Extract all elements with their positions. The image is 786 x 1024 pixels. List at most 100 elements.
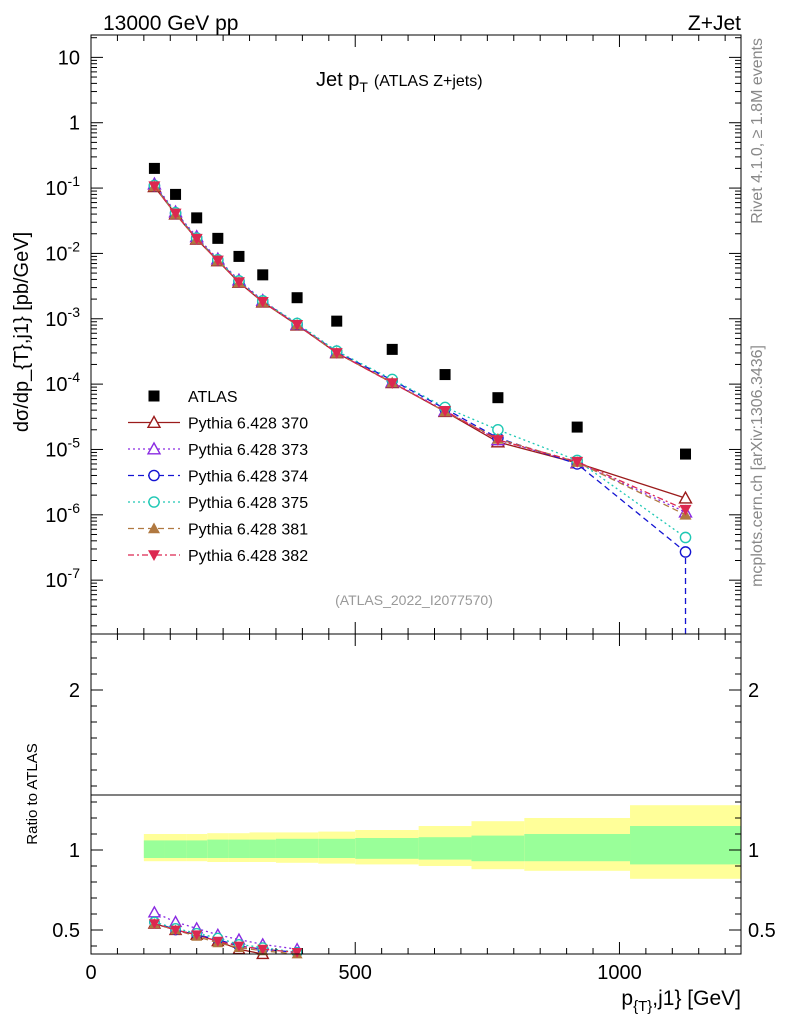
main-ytick-label: 1	[69, 113, 80, 135]
legend-label: Pythia 6.428 370	[188, 416, 308, 433]
ratio-band-inner	[418, 837, 472, 860]
rivet-version-label: Rivet 4.1.0, ≥ 1.8M events	[749, 38, 766, 224]
series-line	[153, 186, 686, 516]
data-point	[571, 421, 583, 433]
main-ytick-label: 10	[58, 47, 80, 69]
ratio-band-inner	[186, 840, 208, 858]
main-ytick-label: 10-2	[45, 238, 80, 265]
ratio-band-inner	[471, 835, 525, 862]
legend: ATLAS Pythia 6.428 370 Pythia 6.428 373 Pyt…	[128, 389, 308, 565]
header-left-label: 13000 GeV pp	[103, 12, 238, 35]
data-point	[680, 448, 692, 460]
ratio-xtick-label: 1000	[597, 962, 642, 984]
legend-label: Pythia 6.428 381	[188, 522, 308, 539]
ratio-band-inner	[207, 839, 229, 858]
data-point	[492, 392, 504, 404]
ratio-ytick-label: 2	[69, 680, 80, 702]
data-point	[291, 292, 303, 304]
data-point	[571, 456, 584, 468]
legend-label: Pythia 6.428 373	[188, 442, 308, 459]
ratio-xtick-label: 0	[85, 962, 96, 984]
ratio-panel: 0.5 0.5 1 1 2 2 0 500 1000	[52, 633, 776, 984]
header-right-label: Z+Jet	[688, 12, 741, 35]
legend-item-p370: Pythia 6.428 370	[128, 415, 308, 433]
data-point	[291, 948, 303, 958]
data-point	[386, 378, 399, 390]
ratio-ytick-label: 0.5	[52, 920, 80, 942]
data-point	[148, 522, 160, 534]
ratio-band-inner	[228, 839, 250, 858]
analysis-id-label: (ATLAS_2022_I2077570)	[335, 592, 493, 608]
ratio-xtick-label: 500	[339, 962, 372, 984]
legend-item-atlas: ATLAS	[148, 389, 238, 406]
data-point	[679, 504, 692, 516]
data-point	[146, 441, 162, 455]
legend-label: ATLAS	[188, 389, 238, 406]
legend-label: Pythia 6.428 374	[188, 469, 308, 486]
mcplots-label: mcplots.cern.ch [arXiv:1306.3436]	[749, 345, 766, 587]
legend-item-p381: Pythia 6.428 381	[128, 522, 308, 539]
legend-item-p382: Pythia 6.428 382	[128, 548, 308, 565]
data-point	[233, 250, 245, 262]
main-panel: 10 1 10-1 10-2 10-3 10-4 10-5 10-6 10-7	[45, 34, 742, 635]
main-frame	[90, 34, 742, 635]
data-point	[491, 435, 504, 446]
series-atlas	[148, 162, 692, 460]
data-point	[439, 406, 452, 417]
data-point	[256, 296, 269, 308]
data-point	[190, 233, 203, 245]
data-point	[211, 255, 224, 267]
legend-item-p375: Pythia 6.428 375	[128, 495, 308, 512]
data-point	[232, 277, 245, 289]
data-point	[148, 469, 160, 482]
data-point	[439, 369, 451, 381]
data-point	[170, 188, 182, 200]
data-point	[147, 905, 162, 918]
series-p382	[148, 181, 692, 516]
data-point	[679, 546, 692, 558]
data-point	[148, 181, 161, 193]
ratio-band-inner	[164, 840, 187, 858]
ratio-band-inner	[524, 834, 631, 862]
ratio-band-inner	[355, 838, 419, 859]
data-point	[386, 343, 398, 355]
main-ytick-label: 10-4	[45, 369, 80, 396]
ratio-band-inner	[143, 840, 165, 858]
data-point	[257, 944, 269, 955]
data-point	[148, 390, 160, 402]
data-point	[678, 490, 693, 504]
main-series-group	[147, 162, 693, 634]
ratio-series-p382	[148, 919, 303, 958]
ratio-xlabel: p{T},j1} [GeV]	[621, 987, 741, 1015]
legend-label: Pythia 6.428 375	[188, 495, 308, 512]
data-point	[679, 531, 692, 544]
data-point	[148, 550, 160, 561]
main-ytick-label: 10-7	[45, 565, 80, 592]
main-ytick-label: 10-3	[45, 304, 80, 331]
main-ylabel: dσ/dp_{T},j1} [pb/GeV]	[11, 232, 33, 432]
series-line	[153, 183, 686, 513]
ratio-frame	[90, 633, 742, 955]
data-point	[148, 496, 160, 508]
data-point	[169, 208, 182, 220]
data-point	[191, 212, 203, 224]
main-ytick-label: 10-5	[45, 434, 80, 461]
data-point	[212, 936, 224, 947]
data-point	[212, 232, 224, 244]
data-point	[330, 348, 343, 359]
ratio-band-inner	[275, 838, 319, 858]
data-point	[257, 269, 269, 281]
ratio-ytick-label-right: 2	[748, 680, 759, 702]
ratio-band-inner	[630, 826, 741, 865]
plot-title: Jet pT (ATLAS Z+jets)	[316, 69, 483, 95]
ratio-ytick-label: 1	[69, 840, 80, 862]
ratio-band-inner	[249, 839, 276, 858]
ratio-ylabel: Ratio to ATLAS	[24, 743, 41, 844]
main-ytick-label: 10-6	[45, 500, 80, 527]
data-point	[170, 925, 182, 936]
data-point	[233, 941, 245, 952]
ratio-ytick-label-right: 1	[748, 840, 759, 862]
main-ytick-label: 10-1	[45, 173, 80, 200]
ratio-band-inner	[318, 838, 356, 858]
